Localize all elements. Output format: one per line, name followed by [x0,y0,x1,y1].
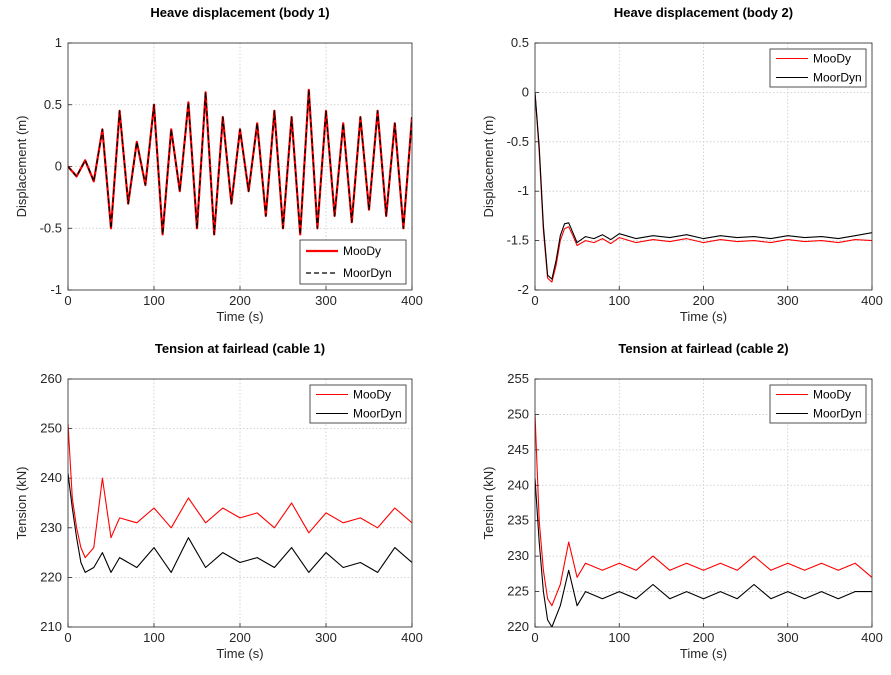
y-axis-label: Displacement (m) [14,116,29,218]
y-tick-label: 220 [507,619,529,634]
y-tick-label: 250 [507,406,529,421]
chart-title: Heave displacement (body 1) [150,5,329,20]
x-tick-label: 100 [143,293,165,308]
y-tick-label: 235 [507,513,529,528]
y-tick-label: 230 [507,548,529,563]
chart-panel-4: 0 100 200 300 400 220 225 230 235 240 245 250 255 Ten… [481,341,883,661]
legend-box [299,239,407,285]
y-tick-label: 0 [55,159,62,174]
x-tick-label: 300 [777,630,799,645]
axes-frame [534,378,873,628]
axes-frame [534,42,873,291]
legend-label-moody: MooDy [813,388,851,402]
x-tick-label: 200 [693,293,715,308]
chart-panel-2: 0 100 200 300 400 -2 -1.5 -1 -0.5 0 0.5 Heave displ… [481,5,883,324]
x-tick-label: 300 [777,293,799,308]
legend-box [309,384,407,424]
series-line-moordyn [535,92,872,280]
y-tick-label: 0.5 [511,35,529,50]
series-line-moordyn [535,478,872,627]
x-tick-label: 300 [315,630,337,645]
y-tick-label: 220 [40,569,62,584]
y-tick-label: 230 [40,520,62,535]
y-tick-label: 255 [507,371,529,386]
legend: MooDy MoorDyn [769,48,867,88]
y-tick-label: -2 [517,282,529,297]
chart-title: Heave displacement (body 2) [614,5,793,20]
x-tick-label: 400 [401,630,423,645]
axes-frame [67,42,413,291]
y-tick-label: 0 [522,84,529,99]
legend: MooDy MoorDyn [309,384,407,424]
legend-label-moody: MooDy [343,244,381,258]
legend-box [769,48,867,88]
x-tick-label: 0 [64,630,71,645]
y-tick-label: 225 [507,584,529,599]
chart-panel-1: 0 100 200 300 400 -1 -0.5 0 0.5 1 Heave displaceme… [14,5,423,324]
y-tick-label: -0.5 [507,134,529,149]
x-tick-label: 100 [608,630,630,645]
series-line-moody [535,92,872,283]
y-tick-label: 245 [507,442,529,457]
x-tick-label: 200 [693,630,715,645]
x-tick-label: 400 [861,630,883,645]
series-line-moody [535,414,872,607]
series-line-moody [68,423,412,559]
legend-label-moody: MooDy [813,52,851,66]
x-axis-label: Time (s) [680,309,727,324]
legend-label-moody: MooDy [353,388,391,402]
legend-label-moordyn: MoorDyn [353,407,402,421]
legend-label-moordyn: MoorDyn [343,266,392,280]
y-axis-label: Tension (kN) [14,467,29,540]
y-tick-label: 240 [507,477,529,492]
y-tick-label: -1 [517,183,529,198]
legend-label-moordyn: MoorDyn [813,407,862,421]
legend-box [769,384,867,424]
x-tick-label: 0 [531,630,538,645]
chart-panel-3: 0 100 200 300 400 210 220 230 240 250 260 Tension a… [14,341,423,661]
x-axis-label: Time (s) [216,309,263,324]
x-tick-label: 400 [861,293,883,308]
y-tick-label: 210 [40,619,62,634]
x-tick-label: 0 [64,293,71,308]
y-tick-label: -1 [50,282,62,297]
y-axis-label: Tension (kN) [481,467,496,540]
legend: MooDy MoorDyn [299,239,407,285]
y-axis-label: Displacement (m) [481,116,496,218]
series-line-moordyn [68,89,412,236]
y-tick-label: 250 [40,421,62,436]
y-tick-label: 240 [40,470,62,485]
chart-title: Tension at fairlead (cable 1) [155,341,325,356]
x-tick-label: 100 [143,630,165,645]
y-tick-label: -0.5 [40,220,62,235]
x-axis-label: Time (s) [680,646,727,661]
x-tick-label: 0 [531,293,538,308]
y-tick-label: 0.5 [44,97,62,112]
x-tick-label: 100 [608,293,630,308]
y-tick-label: 260 [40,371,62,386]
x-axis-label: Time (s) [216,646,263,661]
x-tick-label: 200 [229,293,251,308]
y-tick-label: 1 [55,35,62,50]
legend-label-moordyn: MoorDyn [813,71,862,85]
x-tick-label: 400 [401,293,423,308]
legend: MooDy MoorDyn [769,384,867,424]
y-tick-label: -1.5 [507,233,529,248]
x-tick-label: 300 [315,293,337,308]
x-tick-label: 200 [229,630,251,645]
series-line-moordyn [68,473,412,573]
axes-frame [67,378,413,628]
chart-title: Tension at fairlead (cable 2) [618,341,788,356]
